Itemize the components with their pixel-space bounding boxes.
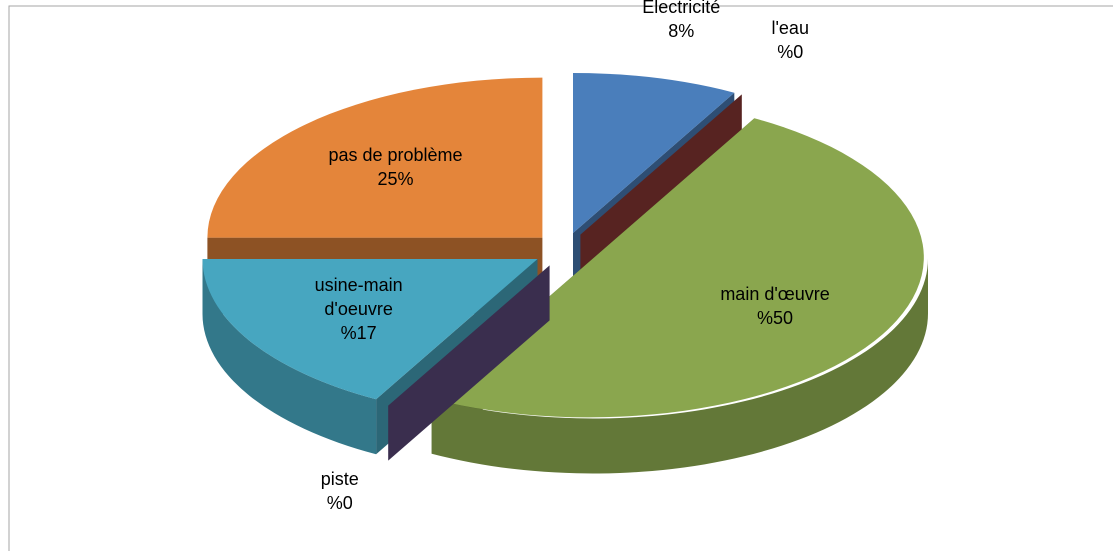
- slice: [207, 77, 543, 238]
- slice: [431, 118, 924, 418]
- category-label: Electricité: [642, 0, 721, 18]
- value-label: %50: [757, 308, 794, 329]
- category-label: l'eau: [771, 18, 809, 39]
- category-label: main d'œuvre: [720, 284, 830, 305]
- category-label: piste: [320, 468, 359, 489]
- value-label: %0: [777, 42, 804, 63]
- slice-wall: [202, 259, 377, 455]
- slice: [202, 259, 538, 400]
- value-label: 8%: [668, 21, 695, 42]
- data-label: piste %0: [265, 467, 415, 515]
- slice: [573, 72, 735, 234]
- value-label: 25%: [377, 169, 414, 190]
- data-label: main d'œuvre %50: [700, 282, 850, 330]
- data-label: l'eau %0: [715, 16, 865, 64]
- slice-wall: [431, 258, 928, 474]
- category-label: pas de problème: [328, 145, 463, 166]
- category-label: usine-main d'oeuvre: [314, 275, 403, 320]
- slice-side: [388, 265, 550, 461]
- data-label: usine-main d'oeuvre %17: [284, 273, 434, 345]
- value-label: %0: [326, 492, 353, 513]
- value-label: %17: [340, 323, 377, 344]
- data-label: pas de problème 25%: [321, 143, 471, 191]
- data-label: Electricité 8%: [606, 0, 756, 43]
